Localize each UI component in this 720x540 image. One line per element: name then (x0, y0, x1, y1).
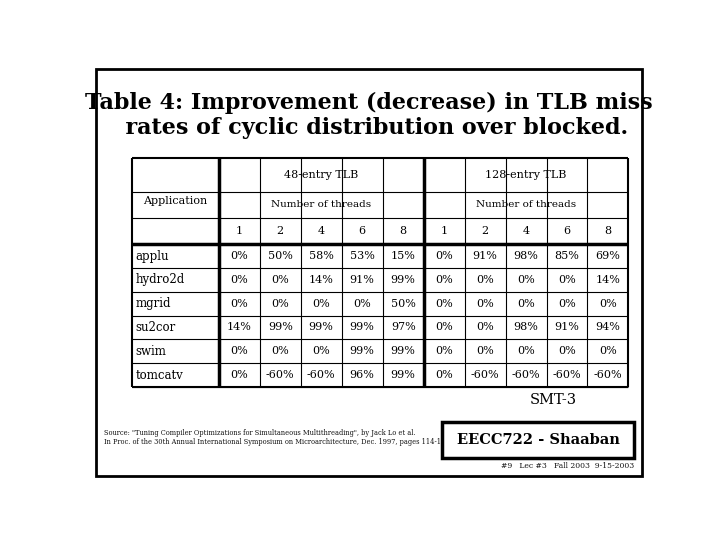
Text: 0%: 0% (476, 322, 494, 333)
Text: 6: 6 (359, 226, 366, 236)
Text: mgrid: mgrid (136, 297, 171, 310)
Text: EECC722 - Shaaban: EECC722 - Shaaban (456, 433, 619, 447)
Text: 0%: 0% (517, 275, 535, 285)
Text: 128-entry TLB: 128-entry TLB (485, 170, 567, 180)
Text: 91%: 91% (472, 251, 498, 261)
Bar (441, 422, 634, 458)
Text: 0%: 0% (558, 346, 576, 356)
Text: swim: swim (136, 345, 166, 358)
Text: 0%: 0% (476, 299, 494, 309)
Text: applu: applu (136, 249, 169, 262)
Text: 91%: 91% (350, 275, 374, 285)
Text: 1: 1 (235, 226, 243, 236)
Text: 0%: 0% (271, 275, 289, 285)
Text: 0%: 0% (435, 251, 453, 261)
Text: 1: 1 (441, 226, 448, 236)
Text: 96%: 96% (350, 370, 374, 380)
Text: 0%: 0% (230, 251, 248, 261)
Text: 0%: 0% (230, 370, 248, 380)
Bar (132, 158, 629, 387)
Text: 99%: 99% (350, 346, 374, 356)
Text: su2cor: su2cor (136, 321, 176, 334)
Text: -60%: -60% (266, 370, 294, 380)
Text: 0%: 0% (558, 275, 576, 285)
Text: tomcatv: tomcatv (136, 369, 184, 382)
Text: 4: 4 (523, 226, 530, 236)
Text: 0%: 0% (354, 299, 371, 309)
Text: 0%: 0% (312, 346, 330, 356)
Text: 97%: 97% (391, 322, 415, 333)
Text: 69%: 69% (595, 251, 621, 261)
Text: 14%: 14% (227, 322, 252, 333)
Text: Number of threads: Number of threads (476, 200, 576, 209)
Text: 94%: 94% (595, 322, 621, 333)
Text: 0%: 0% (599, 299, 617, 309)
Text: -60%: -60% (307, 370, 336, 380)
Text: rates of cyclic distribution over blocked.: rates of cyclic distribution over blocke… (110, 117, 628, 139)
Text: 0%: 0% (230, 346, 248, 356)
Text: 58%: 58% (309, 251, 333, 261)
Text: 91%: 91% (554, 322, 580, 333)
Text: hydro2d: hydro2d (136, 273, 185, 286)
Text: 0%: 0% (435, 275, 453, 285)
Text: 50%: 50% (268, 251, 292, 261)
Text: 99%: 99% (350, 322, 374, 333)
Text: 0%: 0% (271, 299, 289, 309)
Text: 85%: 85% (554, 251, 580, 261)
Text: 0%: 0% (476, 346, 494, 356)
Text: 0%: 0% (435, 322, 453, 333)
Text: 0%: 0% (312, 299, 330, 309)
Text: 0%: 0% (271, 346, 289, 356)
Text: 8: 8 (604, 226, 611, 236)
Text: 99%: 99% (391, 370, 415, 380)
Text: 2: 2 (276, 226, 284, 236)
Text: -60%: -60% (471, 370, 500, 380)
Text: 4: 4 (318, 226, 325, 236)
Text: 0%: 0% (435, 370, 453, 380)
Text: 0%: 0% (435, 346, 453, 356)
Text: 98%: 98% (513, 322, 539, 333)
Text: 0%: 0% (435, 299, 453, 309)
Text: 50%: 50% (391, 299, 415, 309)
Text: 99%: 99% (391, 275, 415, 285)
Text: 98%: 98% (513, 251, 539, 261)
Text: 0%: 0% (230, 275, 248, 285)
Text: 48-entry TLB: 48-entry TLB (284, 170, 359, 180)
Text: Number of threads: Number of threads (271, 200, 372, 209)
Text: 15%: 15% (391, 251, 415, 261)
Text: 0%: 0% (517, 346, 535, 356)
Text: -60%: -60% (553, 370, 581, 380)
Text: 0%: 0% (230, 299, 248, 309)
Text: Source: "Tuning Compiler Optimizations for Simultaneous Multithreading", by Jack: Source: "Tuning Compiler Optimizations f… (104, 429, 449, 446)
Text: 99%: 99% (391, 346, 415, 356)
Text: -60%: -60% (512, 370, 540, 380)
Text: 53%: 53% (350, 251, 374, 261)
Text: 14%: 14% (309, 275, 333, 285)
Text: 0%: 0% (476, 275, 494, 285)
Text: 14%: 14% (595, 275, 621, 285)
Text: -60%: -60% (594, 370, 622, 380)
Text: SMT-3: SMT-3 (530, 393, 577, 407)
Text: 0%: 0% (517, 299, 535, 309)
Text: Application: Application (143, 196, 207, 206)
Text: #9   Lec #3   Fall 2003  9-15-2003: #9 Lec #3 Fall 2003 9-15-2003 (501, 462, 634, 470)
Text: 99%: 99% (268, 322, 292, 333)
Text: 2: 2 (482, 226, 489, 236)
Text: 6: 6 (564, 226, 570, 236)
Text: Table 4: Improvement (decrease) in TLB miss: Table 4: Improvement (decrease) in TLB m… (85, 92, 653, 114)
Text: 0%: 0% (599, 346, 617, 356)
Text: 99%: 99% (309, 322, 333, 333)
Text: 0%: 0% (558, 299, 576, 309)
Text: 8: 8 (400, 226, 407, 236)
